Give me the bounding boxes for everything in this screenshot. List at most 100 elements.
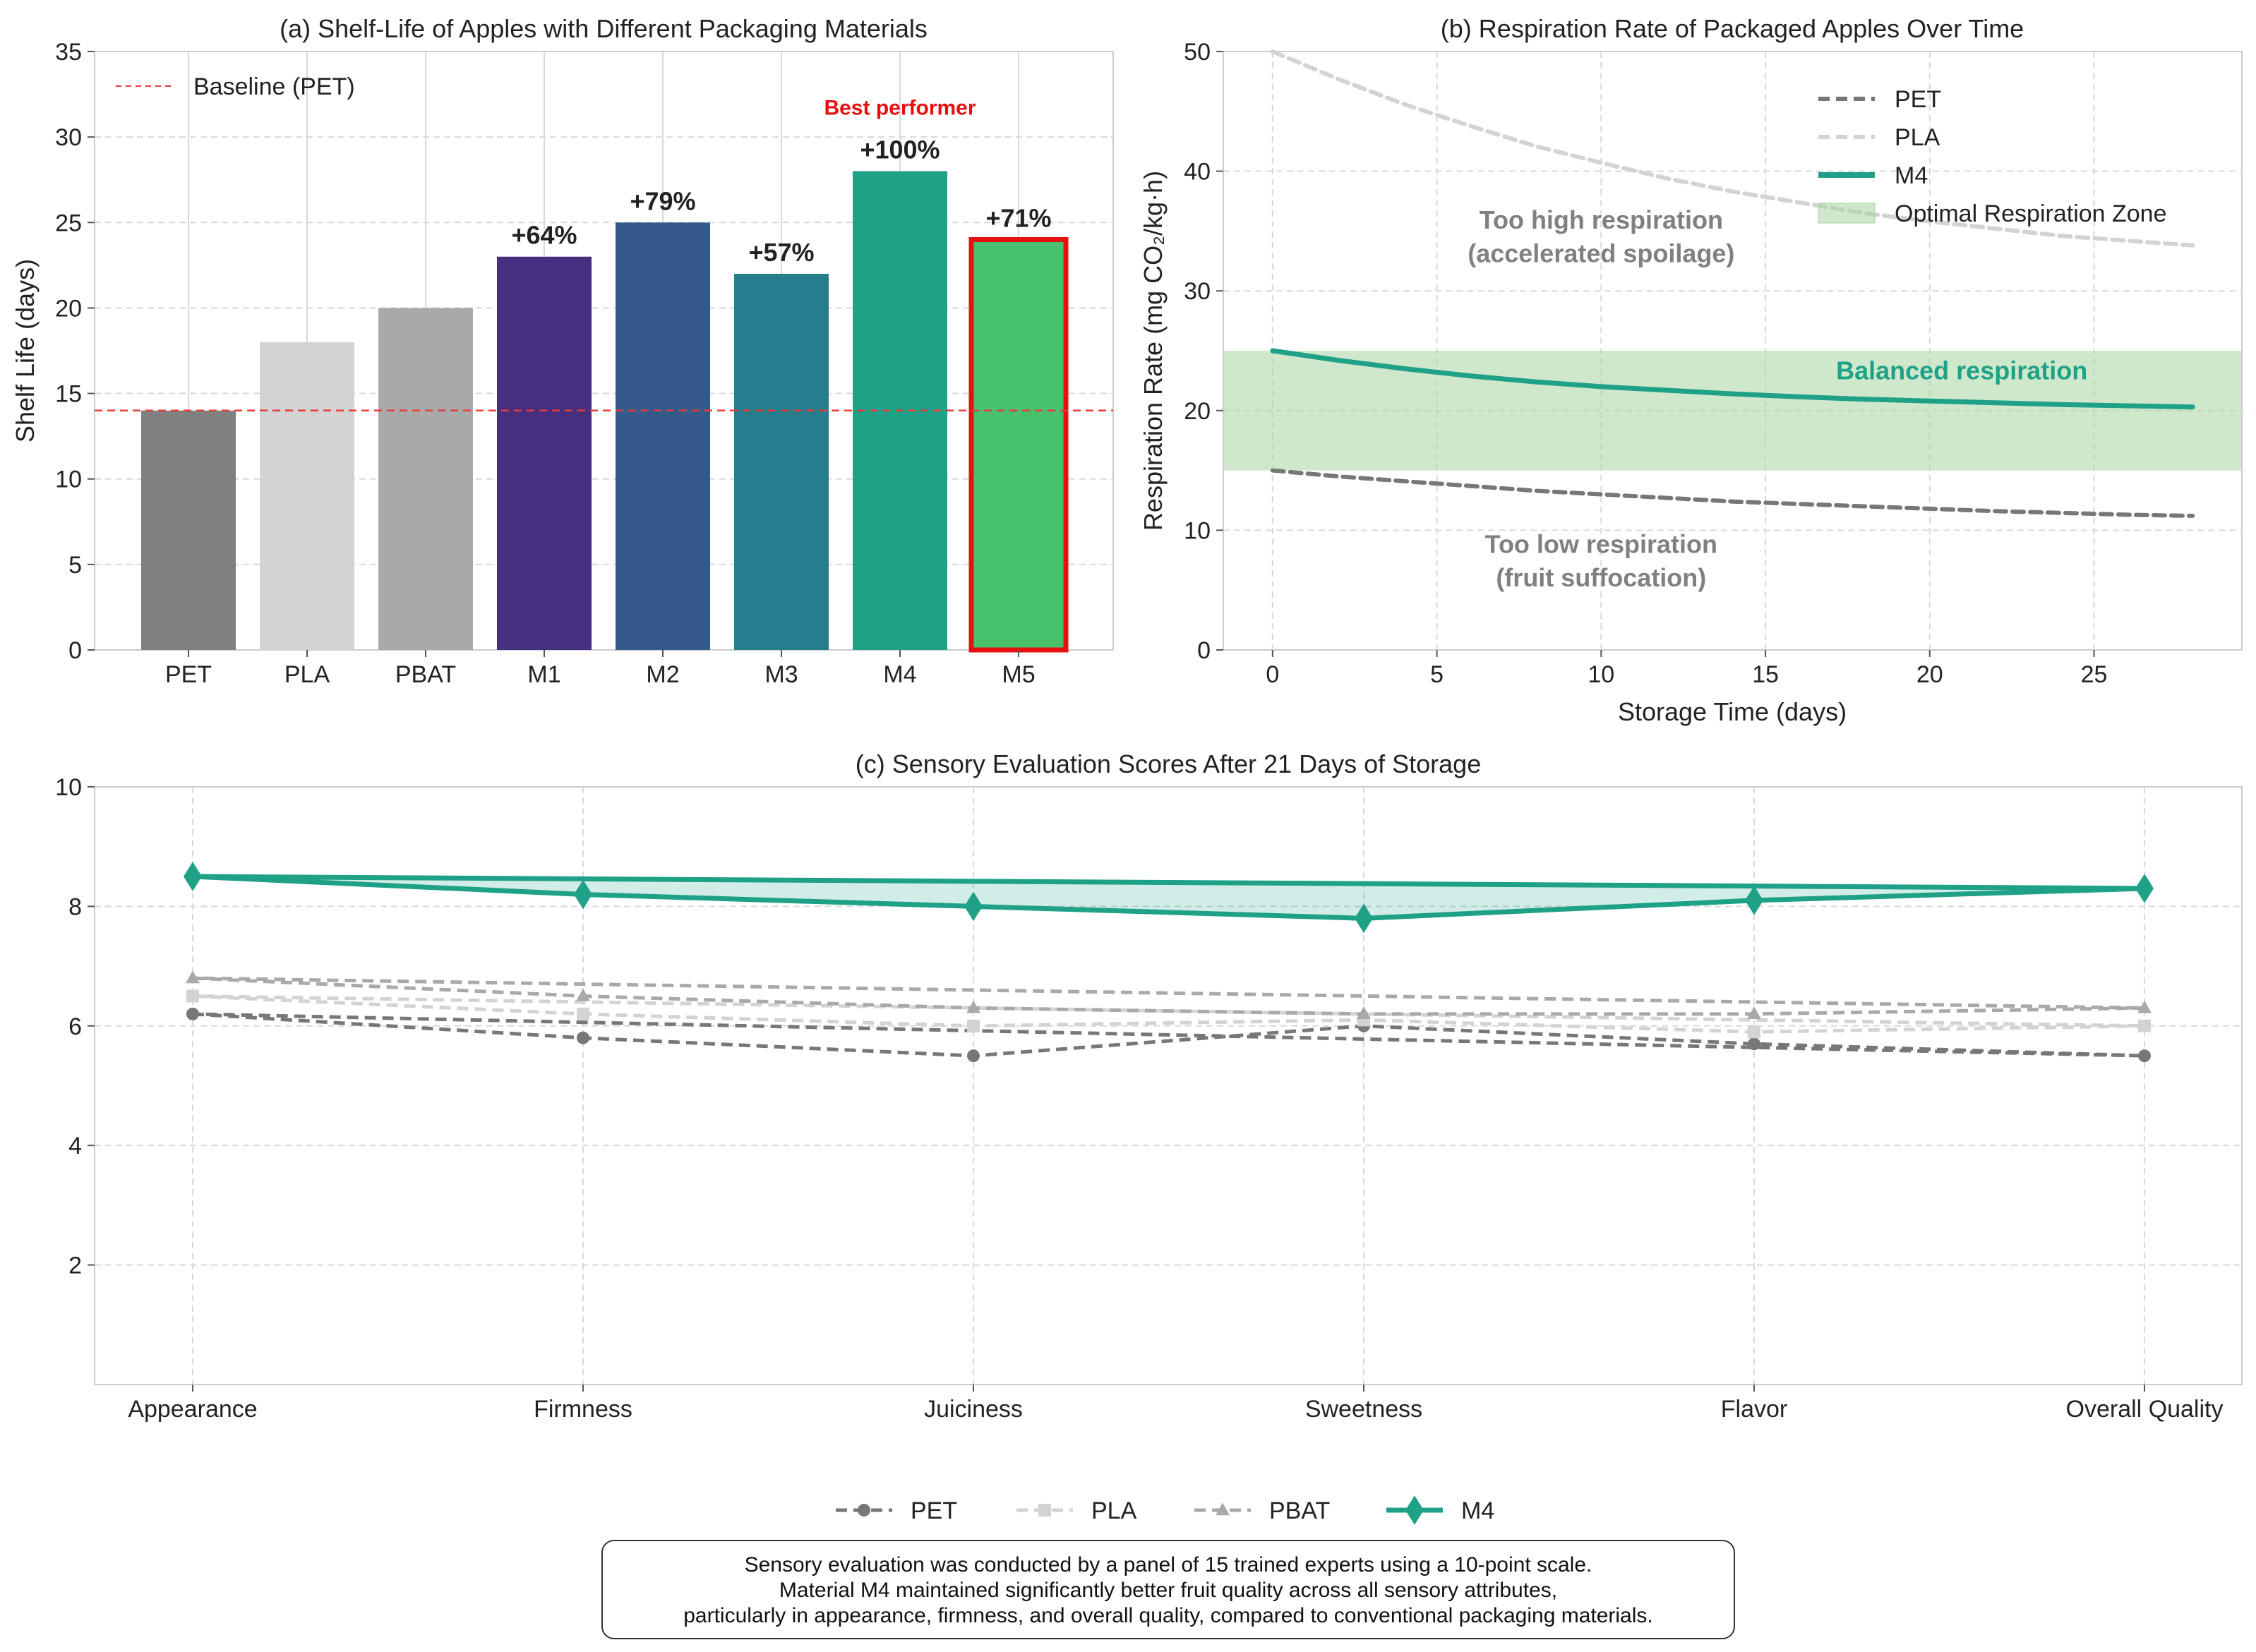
bar-m1: [497, 256, 592, 650]
note-box: Sensory evaluation was conducted by a pa…: [601, 1540, 1735, 1639]
bar-label-m2: +79%: [630, 186, 695, 215]
note-line-2: Material M4 maintained significantly bet…: [779, 1579, 1558, 1602]
bar-label-m1: +64%: [511, 221, 577, 250]
respiration-annotation-accelerated-spoilage: (accelerated spoilage): [1468, 239, 1734, 267]
c-xtick-label-flavor: Flavor: [1721, 1396, 1787, 1423]
b-ytick-label: 0: [1197, 637, 1211, 664]
c-xtick-label-overall-quality: Overall Quality: [2066, 1396, 2224, 1423]
legend-pla-label: PLA: [1895, 124, 1940, 151]
sensory-point-m4: [574, 879, 592, 910]
c-xtick-label-juiciness: Juiciness: [924, 1396, 1023, 1423]
a-ytick-label: 20: [55, 295, 82, 322]
c-ytick-label: 6: [68, 1013, 82, 1040]
bar-pbat: [378, 308, 473, 650]
b-xtick-label: 0: [1266, 661, 1279, 688]
panel-b-legend: PET PLA M4 Optimal Respiration Zone: [1818, 86, 2167, 227]
c-ytick-label: 10: [55, 774, 82, 801]
panel-a-bars: [141, 171, 1069, 653]
panel-b-ticks: 0 10 20 30 40 50 0 5 10 15 20 25: [1184, 39, 2107, 688]
respiration-line-m4: [1270, 348, 2195, 410]
a-ytick-label: 25: [55, 210, 82, 236]
legend-label-pet: PET: [911, 1497, 957, 1524]
respiration-annotation-balanced-respiration: Balanced respiration: [1836, 356, 2087, 385]
panel-b-respiration: Too high respiration (accelerated spoilag…: [1139, 14, 2243, 726]
panel-b-lines: [1270, 49, 2195, 518]
bar-m2: [616, 222, 710, 650]
sensory-point-pbat: [576, 988, 590, 1001]
sensory-point-pbat: [2137, 1000, 2152, 1013]
a-xtick-label-m2: M2: [646, 661, 679, 688]
a-ytick-label: 5: [68, 552, 82, 579]
c-ytick-label: 2: [68, 1253, 82, 1279]
sensory-point-m4: [184, 862, 202, 891]
panel-a-shelf-life: +64% +79% +57% +100% +71% Best performer 0 5 10…: [11, 14, 1114, 688]
panel-c-ticks: 2 4 6 8 10 Appearance Firmness Juiciness Sweetne…: [55, 774, 2223, 1423]
sensory-point-pet: [967, 1049, 980, 1063]
b-ytick-label: 30: [1184, 278, 1211, 305]
panel-b-optimal-band: [1224, 351, 2241, 471]
legend-band-label: Optimal Respiration Zone: [1895, 200, 2167, 227]
panel-c-sensory: 2 4 6 8 10 Appearance Firmness Juiciness Sweetne…: [55, 749, 2243, 1525]
panel-a-ylabel: Shelf Life (days): [11, 259, 40, 442]
note-line-3: particularly in appearance, firmness, an…: [683, 1604, 1653, 1627]
legend-band-swatch: [1818, 203, 1876, 224]
sensory-point-pbat: [1357, 1006, 1371, 1020]
sensory-point-pbat: [1747, 1006, 1761, 1020]
legend-m4-label: M4: [1895, 162, 1928, 189]
sensory-point-pla: [577, 1007, 589, 1020]
panel-c-lines: [184, 862, 2154, 1063]
panel-a-legend: Baseline (PET): [116, 73, 355, 100]
sensory-point-m4: [964, 891, 983, 922]
b-xtick-label: 15: [1752, 661, 1779, 688]
sensory-point-pla: [967, 1019, 980, 1032]
optimal-respiration-zone: [1224, 351, 2241, 471]
c-xtick-label-sweetness: Sweetness: [1305, 1396, 1422, 1423]
b-ytick-label: 50: [1184, 39, 1211, 66]
legend-marker-pla: [1038, 1504, 1051, 1517]
sensory-point-pet: [186, 1007, 199, 1020]
b-xtick-label: 10: [1588, 661, 1614, 688]
bar-m3: [734, 273, 829, 650]
bar-label-m3: +57%: [748, 238, 814, 267]
panel-a-ticks: 0 5 10 15 20 25 30 35 PET PLA PBAT M1 M2 M3 M4 M5: [55, 39, 1035, 688]
b-xtick-label: 25: [2081, 661, 2108, 688]
a-xtick-label-m3: M3: [764, 661, 798, 688]
b-xtick-label: 20: [1916, 661, 1943, 688]
sensory-point-pbat: [186, 970, 200, 984]
a-xtick-label-m4: M4: [883, 661, 916, 688]
b-ytick-label: 40: [1184, 159, 1211, 186]
b-xtick-label: 5: [1430, 661, 1444, 688]
bar-label-m4: +100%: [860, 135, 940, 164]
sensory-point-m4: [1355, 903, 1373, 934]
a-xtick-label-pet: PET: [165, 661, 212, 688]
a-ytick-label: 15: [55, 381, 82, 408]
legend-label-m4: M4: [1461, 1497, 1494, 1524]
bar-m5: [968, 237, 1069, 653]
a-ytick-label: 30: [55, 124, 82, 151]
respiration-annotation-fruit-suffocation: (fruit suffocation): [1496, 563, 1706, 592]
b-ytick-label: 10: [1184, 517, 1211, 544]
sensory-point-pla: [2138, 1019, 2151, 1032]
sensory-point-pla: [1748, 1025, 1760, 1039]
note-line-1: Sensory evaluation was conducted by a pa…: [744, 1553, 1592, 1576]
a-ytick-label: 10: [55, 466, 82, 493]
sensory-point-pbat: [966, 1000, 980, 1013]
respiration-line-pet: [1270, 468, 2195, 518]
sensory-point-pet: [1748, 1037, 1760, 1051]
a-xtick-label-pbat: PBAT: [395, 661, 456, 688]
panel-c-legend: PET PLA PBAT M4: [836, 1495, 1494, 1525]
best-performer-annotation: Best performer: [824, 97, 976, 120]
legend-pet-label: PET: [1895, 86, 1941, 113]
a-xtick-label-pla: PLA: [284, 661, 330, 688]
c-ytick-label: 4: [68, 1133, 82, 1159]
legend-marker-m4: [1405, 1495, 1424, 1525]
a-xtick-label-m1: M1: [527, 661, 560, 688]
panel-a-bar-labels: +64% +79% +57% +100% +71% Best performer: [511, 97, 1051, 267]
respiration-annotation-too-low-respiration: Too low respiration: [1485, 530, 1717, 559]
sensory-point-pla: [186, 989, 199, 1003]
bar-pla: [260, 342, 354, 650]
sensory-point-m4: [2135, 874, 2154, 903]
bar-pet: [141, 410, 236, 650]
legend-baseline-label: Baseline (PET): [193, 73, 355, 100]
legend-marker-pbat: [1216, 1502, 1230, 1516]
